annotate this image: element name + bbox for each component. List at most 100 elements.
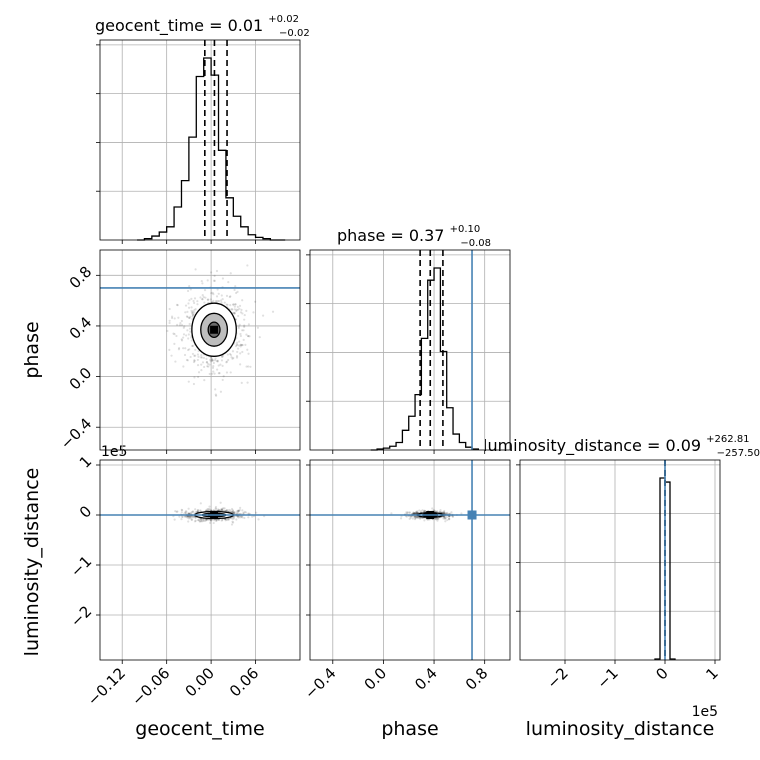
scatter-point xyxy=(390,512,393,515)
scatter-point xyxy=(232,303,235,306)
scatter-point xyxy=(443,515,447,519)
scatter-point xyxy=(237,509,240,512)
scatter-point xyxy=(186,359,189,362)
scatter-point xyxy=(190,518,193,521)
scatter-point xyxy=(199,296,202,299)
tick-label-x-phase: 0.4 xyxy=(411,664,441,694)
title-luminosity-distance-plus: +262.81 xyxy=(706,434,749,445)
scatter-point xyxy=(200,369,203,372)
scatter-point xyxy=(416,516,419,519)
scatter-point xyxy=(413,512,416,515)
scatter-point xyxy=(229,371,232,374)
scatter-point xyxy=(170,354,173,357)
scatter-point xyxy=(173,333,176,336)
scatter-point xyxy=(178,324,182,327)
scatter-point xyxy=(444,520,447,523)
scatter-point xyxy=(405,515,408,518)
scatter-point xyxy=(221,518,224,521)
scatter-point xyxy=(412,512,415,515)
scatter-point xyxy=(203,301,206,304)
scatter-point xyxy=(243,510,246,513)
scatter-point xyxy=(437,517,440,521)
scatter-point xyxy=(207,298,210,301)
scatter-point xyxy=(239,311,243,314)
scatter-point xyxy=(201,361,205,364)
panel-content xyxy=(310,460,510,660)
scatter-point xyxy=(196,300,199,303)
scatter-point xyxy=(251,515,254,518)
scatter-point xyxy=(235,356,239,359)
scatter-point xyxy=(442,517,445,520)
scatter-point xyxy=(182,326,185,329)
scatter-point xyxy=(225,360,229,363)
scatter-point xyxy=(271,310,275,313)
scatter-point xyxy=(244,511,248,514)
scatter-point xyxy=(238,344,241,347)
scatter-point xyxy=(211,359,214,362)
scatter-point xyxy=(214,505,218,509)
scatter-point xyxy=(436,517,439,521)
scatter-point xyxy=(192,382,196,386)
scatter-point xyxy=(210,271,213,274)
scatter-point xyxy=(201,282,204,285)
scatter-point xyxy=(228,352,232,356)
scatter-point xyxy=(196,358,199,362)
scatter-point xyxy=(225,294,229,297)
scatter-point xyxy=(212,365,215,368)
ylabel-luminosity-distance: luminosity_distance xyxy=(21,468,43,657)
scatter-point xyxy=(187,306,191,309)
scatter-point xyxy=(232,521,235,524)
scatter-point xyxy=(233,512,236,515)
scatter-point xyxy=(213,359,217,362)
scatter-point xyxy=(220,355,224,358)
scatter-point xyxy=(214,388,217,391)
scatter-point xyxy=(252,311,255,314)
scatter-point xyxy=(185,358,189,362)
scatter-point xyxy=(191,313,194,316)
scatter-point xyxy=(227,281,230,284)
tick-label-y-luminosity-distance: −1 xyxy=(67,552,95,580)
scatter-point xyxy=(175,334,178,338)
scatter-point xyxy=(436,510,439,513)
tick-label-y-luminosity-distance: −2 xyxy=(67,602,95,630)
tick-label-x-phase: 0.8 xyxy=(462,664,492,694)
scatter-point xyxy=(173,342,176,345)
scatter-point xyxy=(212,299,215,302)
scatter-point xyxy=(206,508,209,511)
scatter-point xyxy=(237,509,241,513)
xlabel-luminosity-distance: luminosity_distance xyxy=(526,718,715,740)
tick-label-x-phase: −0.4 xyxy=(301,664,339,702)
scatter-point xyxy=(236,350,239,354)
scatter-point xyxy=(200,363,203,366)
scatter-point xyxy=(230,308,233,311)
scatter-point xyxy=(242,338,245,341)
scatter-point xyxy=(257,518,260,521)
scatter-point xyxy=(212,361,215,365)
scatter-point xyxy=(233,511,237,514)
scatter-point xyxy=(208,521,212,525)
scatter-point xyxy=(218,509,221,512)
scatter-point xyxy=(241,509,244,512)
histogram-panel-luminosity-distance xyxy=(516,459,721,664)
scatter-point xyxy=(411,517,414,520)
scatter-point xyxy=(199,502,202,505)
scatter-point xyxy=(197,375,200,379)
title-geocent-time-plus: +0.02 xyxy=(268,14,299,25)
scatter-point xyxy=(188,285,191,288)
scatter-point xyxy=(418,517,422,520)
scatter-point xyxy=(446,518,449,522)
scatter-point xyxy=(228,508,231,512)
scatter-point xyxy=(231,520,234,523)
scatter-point xyxy=(206,279,209,282)
scatter-point xyxy=(208,507,211,511)
scatter-point xyxy=(243,325,246,329)
scatter-point xyxy=(190,306,193,309)
scatter-point xyxy=(225,509,228,512)
scatter-point xyxy=(224,518,228,521)
scatter-point xyxy=(174,360,177,363)
scatter-point xyxy=(235,309,238,313)
scatter-point xyxy=(190,339,193,342)
scatter-point xyxy=(423,509,427,513)
scatter-point xyxy=(432,509,435,512)
title-geocent-time: geocent_time = 0.01 +0.02 −0.02 xyxy=(95,7,310,39)
